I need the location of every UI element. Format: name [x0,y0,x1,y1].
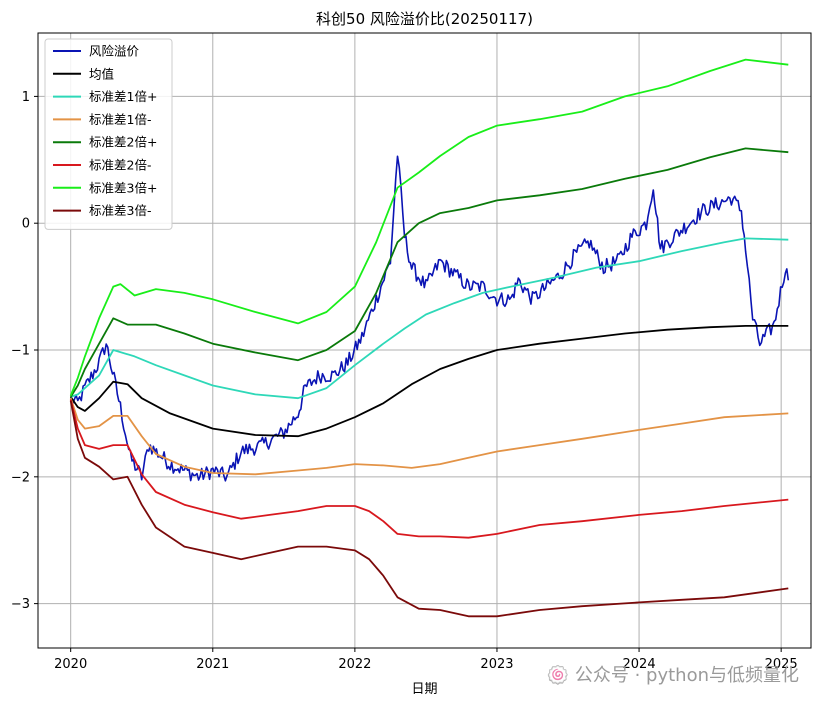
y-tick-label: −3 [11,597,30,612]
legend-label: 标准差1倍+ [89,89,157,104]
legend-label: 标准差1倍- [89,112,151,127]
chart-title: 科创50 风险溢价比(20250117) [316,10,533,28]
series-line [69,147,789,398]
y-tick-label: 1 [22,90,30,105]
y-tick-label: −1 [11,344,30,359]
series-line [69,155,790,482]
series-line [69,400,789,618]
legend-label: 标准差2倍+ [89,135,157,150]
series-line [69,58,789,397]
x-tick-label: 2024 [623,657,656,672]
series-lines [69,58,790,618]
x-tick-label: 2025 [765,657,798,672]
legend-label: 风险溢价 [89,44,140,59]
plot-frame [37,32,812,649]
x-axis-label: 日期 [411,682,437,697]
series-line [69,397,789,476]
series-line [70,237,789,400]
legend-label: 标准差3倍+ [89,180,157,195]
x-tick-label: 2020 [54,657,87,672]
x-tick-label: 2021 [196,657,229,672]
legend-label: 均值 [89,66,114,81]
y-tick-label: −2 [11,470,30,485]
x-tick-label: 2023 [480,657,513,672]
y-tick-label: 0 [22,217,30,232]
series-line [69,325,789,438]
watermark: 🍥 公众号 · python与低频量化 [546,665,799,686]
series-line [69,399,789,539]
legend-label: 标准差3倍- [89,203,151,218]
legend-label: 标准差2倍- [89,158,151,173]
axis-ticks: 2020 2021 2022 2023 2024 2025 1 0 −1 −2 −3 [11,90,798,672]
x-tick-label: 2022 [338,657,371,672]
legend-box [44,38,173,230]
